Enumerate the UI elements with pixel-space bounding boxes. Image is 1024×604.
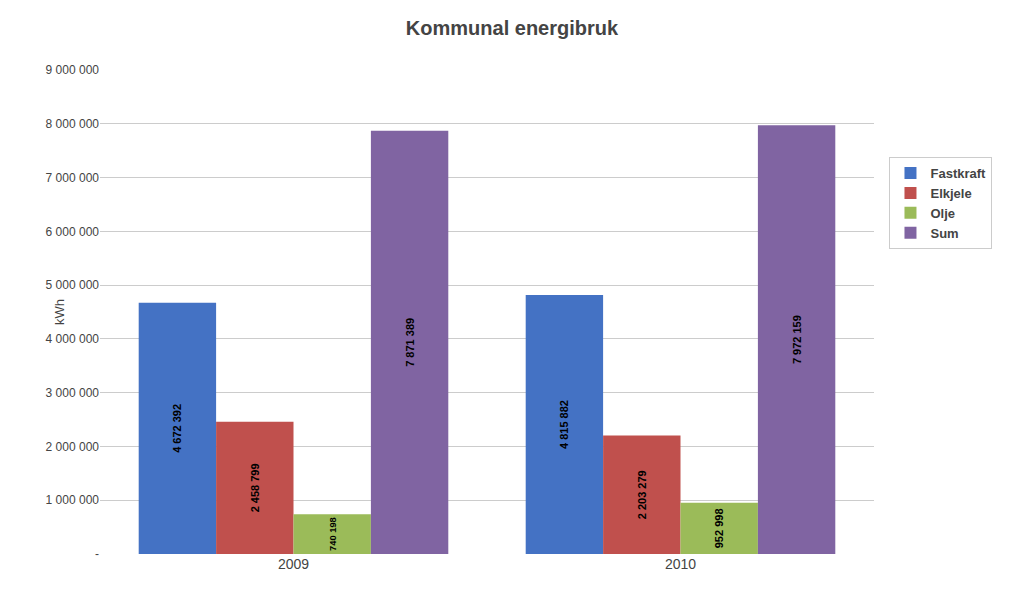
svg-text:9 000 000: 9 000 000	[46, 63, 100, 77]
svg-text:8 000 000: 8 000 000	[46, 117, 100, 131]
svg-text:-: -	[95, 547, 99, 561]
svg-text:7 871 389: 7 871 389	[404, 318, 416, 367]
svg-text:Fastkraft: Fastkraft	[930, 166, 986, 181]
svg-text:2 000 000: 2 000 000	[46, 440, 100, 454]
svg-text:740 198: 740 198	[328, 517, 338, 551]
svg-text:2 458 799: 2 458 799	[249, 463, 261, 512]
svg-text:kWh: kWh	[52, 299, 67, 325]
svg-text:1 000 000: 1 000 000	[46, 493, 100, 507]
svg-text:3 000 000: 3 000 000	[46, 386, 100, 400]
svg-text:4 672 392: 4 672 392	[171, 404, 183, 453]
svg-text:2 203 279: 2 203 279	[636, 470, 648, 519]
svg-text:7 972 159: 7 972 159	[791, 315, 803, 364]
svg-text:Olje: Olje	[930, 206, 955, 221]
svg-text:4 000 000: 4 000 000	[46, 332, 100, 346]
svg-text:2010: 2010	[665, 556, 696, 572]
svg-text:Sum: Sum	[930, 226, 958, 241]
svg-text:5 000 000: 5 000 000	[46, 278, 100, 292]
svg-text:Elkjele: Elkjele	[930, 186, 971, 201]
svg-text:2009: 2009	[278, 556, 309, 572]
svg-text:6 000 000: 6 000 000	[46, 225, 100, 239]
svg-text:952 998: 952 998	[713, 508, 725, 548]
svg-text:7 000 000: 7 000 000	[46, 171, 100, 185]
svg-text:4 815 882: 4 815 882	[558, 400, 570, 449]
svg-text:Kommunal energibruk: Kommunal energibruk	[406, 17, 619, 39]
